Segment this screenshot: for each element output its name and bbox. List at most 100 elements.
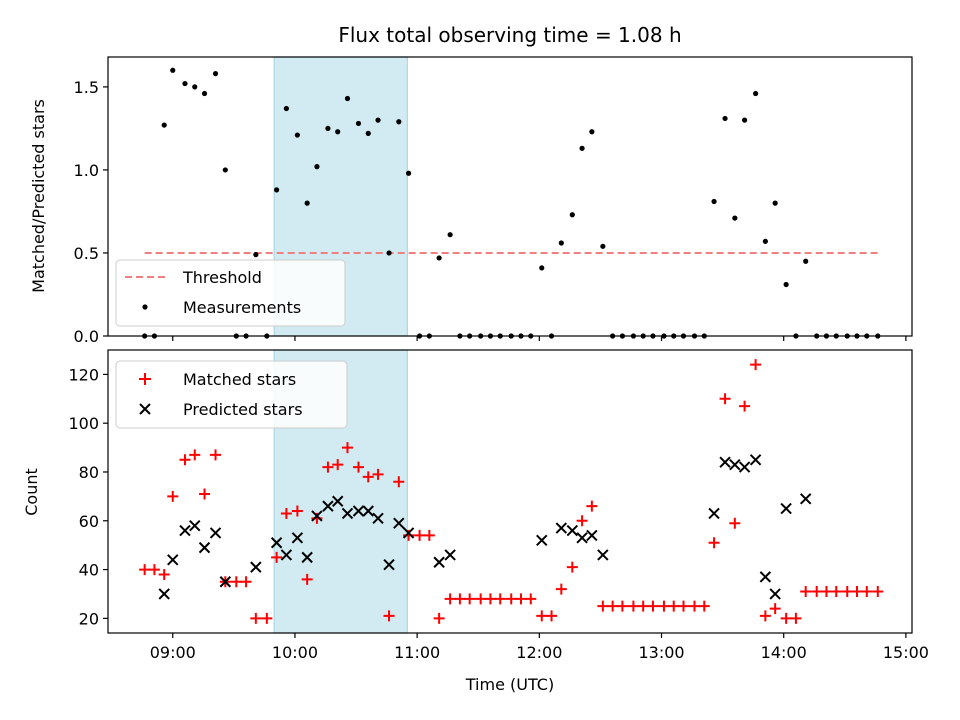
matched-stars-marker bbox=[759, 610, 771, 622]
predicted-stars-marker bbox=[555, 522, 568, 534]
predicted-stars-marker bbox=[738, 461, 751, 473]
matched-stars-marker bbox=[484, 593, 496, 605]
predicted-stars-marker bbox=[708, 507, 720, 520]
matched-stars-marker bbox=[464, 593, 476, 605]
measurement-point bbox=[365, 130, 371, 136]
matched-stars-marker bbox=[861, 586, 873, 598]
predicted-stars-marker bbox=[301, 551, 313, 564]
y-tick-label: 80 bbox=[79, 463, 99, 482]
matched-stars-marker bbox=[352, 461, 364, 473]
measurement-point bbox=[294, 132, 300, 138]
matched-stars-marker bbox=[841, 586, 853, 598]
measurement-point bbox=[201, 90, 208, 97]
predicted-stars-marker bbox=[189, 519, 201, 532]
matched-stars-marker bbox=[750, 359, 762, 371]
x-tick-label: 09:00 bbox=[150, 643, 196, 662]
measurement-point bbox=[161, 122, 167, 128]
matched-stars-marker bbox=[678, 600, 690, 612]
x-axis-label: Time (UTC) bbox=[465, 675, 554, 694]
matched-stars-marker bbox=[607, 600, 619, 612]
y-tick-label: 40 bbox=[79, 561, 99, 580]
predicted-stars-marker bbox=[586, 529, 598, 542]
matched-stars-marker bbox=[576, 515, 588, 527]
measurement-point bbox=[732, 215, 738, 221]
measurement-point bbox=[762, 238, 768, 244]
measurement-point bbox=[803, 258, 809, 264]
matched-stars-marker bbox=[444, 593, 456, 605]
matched-stars-marker bbox=[536, 610, 548, 622]
measurement-point bbox=[375, 117, 381, 123]
top-axes-frame bbox=[107, 56, 913, 337]
matched-stars-marker bbox=[769, 603, 781, 615]
predicted-stars-marker bbox=[393, 517, 405, 529]
matched-stars-marker bbox=[515, 593, 527, 605]
matched-stars-marker bbox=[739, 400, 751, 412]
matched-stars-marker bbox=[566, 561, 578, 573]
matched-stars-marker bbox=[291, 505, 303, 517]
matched-stars-marker bbox=[555, 583, 567, 595]
measurement-point bbox=[405, 170, 412, 176]
top-ticks: 0.0 0.5 1.0 1.5 bbox=[74, 78, 907, 346]
measurement-point bbox=[396, 119, 402, 125]
matched-stars-marker bbox=[372, 468, 384, 480]
matched-stars-marker bbox=[261, 612, 273, 624]
measurement-point bbox=[783, 281, 789, 288]
matched-stars-marker bbox=[668, 600, 680, 612]
matched-stars-marker bbox=[301, 573, 313, 585]
predicted-stars-marker bbox=[566, 524, 579, 537]
bottom-axes-frame bbox=[107, 349, 913, 634]
matched-stars-marker bbox=[525, 593, 537, 605]
predicted-stars-marker bbox=[780, 502, 792, 515]
measurement-point bbox=[355, 120, 362, 127]
matched-stars-marker bbox=[393, 476, 405, 488]
matched-stars-marker bbox=[820, 586, 832, 598]
predicted-stars-marker bbox=[362, 505, 374, 517]
matched-stars-marker bbox=[332, 459, 344, 471]
matched-stars-legend-swatch bbox=[139, 373, 151, 385]
measurements-legend-label: Measurements bbox=[183, 298, 301, 317]
predicted-stars-marker bbox=[209, 527, 222, 539]
predicted-stars-marker bbox=[179, 524, 191, 537]
matched-stars-marker bbox=[790, 612, 802, 624]
measurement-point bbox=[283, 105, 289, 112]
predicted-stars-marker bbox=[250, 561, 262, 573]
matched-stars-marker bbox=[872, 586, 884, 598]
predicted-stars-marker bbox=[759, 571, 772, 583]
measurements-legend-swatch bbox=[142, 304, 148, 310]
matched-stars-marker bbox=[414, 529, 426, 541]
matched-stars-marker bbox=[454, 593, 466, 605]
matched-stars-marker bbox=[800, 586, 812, 598]
matched-stars-legend-label: Matched stars bbox=[183, 370, 296, 389]
matched-stars-marker bbox=[250, 612, 262, 624]
y-tick-label: 1.0 bbox=[74, 161, 99, 180]
measurement-point bbox=[447, 232, 453, 238]
top-y-axis-label: Matched/Predicted stars bbox=[29, 99, 48, 293]
measurement-point bbox=[742, 117, 748, 123]
predicted-stars-marker bbox=[352, 505, 365, 517]
bottom-ticks: 20 40 60 80 100 120 09:00 10:00 11:00 12:00 13:00 1… bbox=[68, 365, 928, 662]
matched-stars-marker bbox=[658, 600, 670, 612]
predicted-stars-marker bbox=[341, 507, 354, 520]
x-tick-label: 10:00 bbox=[272, 643, 318, 662]
matched-stars-marker bbox=[719, 393, 731, 405]
matched-stars-marker bbox=[179, 454, 191, 466]
measurement-point bbox=[386, 250, 392, 256]
predicted-stars-marker bbox=[719, 456, 731, 468]
bottom-series-layer bbox=[139, 359, 884, 624]
matched-stars-marker bbox=[199, 488, 211, 500]
matched-stars-marker bbox=[708, 537, 720, 549]
measurement-point bbox=[752, 90, 759, 97]
matched-stars-marker bbox=[383, 610, 395, 622]
matched-stars-marker bbox=[494, 593, 506, 605]
measurement-point bbox=[212, 71, 219, 77]
matched-stars-marker bbox=[729, 517, 741, 529]
matched-stars-marker bbox=[139, 564, 151, 576]
measurement-point bbox=[772, 200, 778, 206]
y-tick-label: 1.5 bbox=[74, 78, 99, 97]
measurement-point bbox=[192, 84, 198, 90]
bottom-y-axis-label: Count bbox=[22, 468, 41, 516]
matched-stars-marker bbox=[158, 568, 170, 580]
matched-stars-marker bbox=[637, 600, 649, 612]
x-tick-label: 11:00 bbox=[394, 643, 440, 662]
